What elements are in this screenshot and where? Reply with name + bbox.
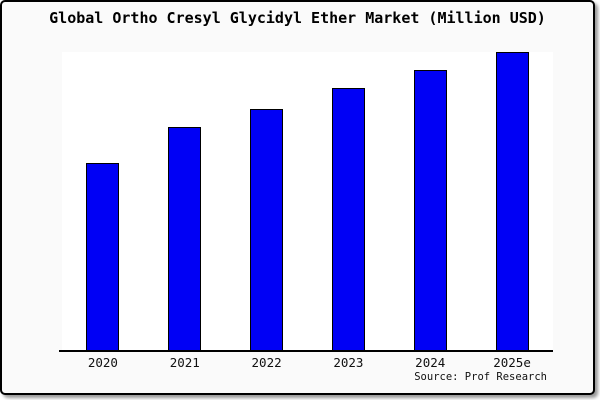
chart-card: Global Ortho Cresyl Glycidyl Ether Marke…: [0, 0, 595, 395]
bar-2023: [331, 88, 365, 352]
x-axis-line: [59, 350, 553, 352]
bar-2025e: [495, 52, 529, 352]
x-tick-2023: 2023: [333, 355, 364, 370]
source-text: Source: Prof Research: [414, 371, 547, 383]
bar-slot: [226, 52, 308, 352]
plot-area: [62, 52, 553, 352]
chart-title: Global Ortho Cresyl Glycidyl Ether Marke…: [49, 9, 546, 27]
bar-slot: [471, 52, 553, 352]
bar-2022: [250, 109, 284, 352]
bar-2024: [413, 70, 447, 352]
bar-2021: [168, 127, 202, 352]
x-tick-2020: 2020: [87, 355, 118, 370]
x-tick-2022: 2022: [251, 355, 282, 370]
bar-slot: [307, 52, 389, 352]
x-tick-2024: 2024: [415, 355, 446, 370]
bar-slot: [389, 52, 471, 352]
x-tick-2021: 2021: [169, 355, 200, 370]
bars-row: [62, 52, 553, 352]
bar-slot: [144, 52, 226, 352]
ticks-row: 2020 2021 2022 2023 2024 2025e: [62, 355, 553, 370]
x-tick-2025e: 2025e: [493, 355, 531, 370]
bar-2020: [86, 163, 120, 352]
bar-slot: [62, 52, 144, 352]
